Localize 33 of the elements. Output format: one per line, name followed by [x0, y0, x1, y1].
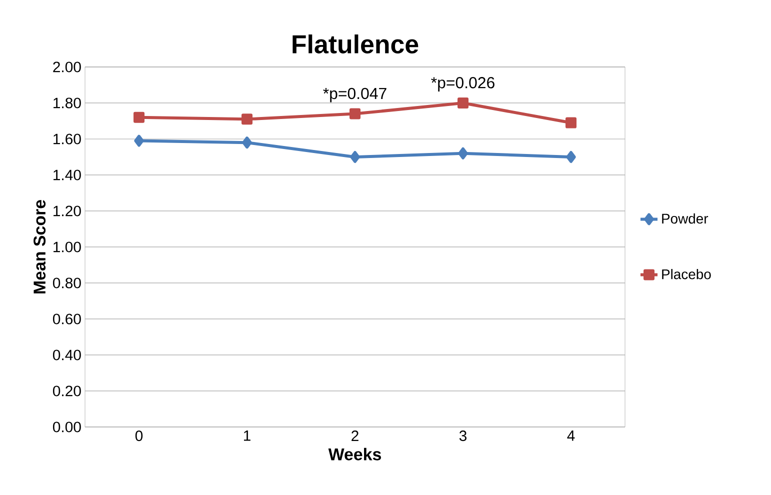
y-tick-label: 1.80: [54, 98, 81, 108]
point: [350, 150, 360, 163]
y-tick-label: 1.00: [54, 242, 81, 252]
x-tick-label: 1: [244, 430, 250, 441]
x-tick-label: 4: [567, 430, 575, 441]
y-axis-title: Mean Score: [34, 200, 46, 294]
y-tick-label: 1.20: [54, 206, 81, 216]
point: [566, 150, 576, 163]
y-tick-label: 0.20: [52, 386, 81, 396]
chart-title: Flatulence: [292, 34, 418, 54]
point: [134, 112, 145, 123]
x-tick-label: 2: [352, 430, 358, 441]
annotation: *p=0.047: [323, 88, 386, 102]
point: [458, 97, 469, 108]
y-tick-label: 2.00: [53, 62, 81, 72]
point: [458, 147, 468, 160]
y-tick-label: 1.60: [54, 134, 81, 144]
point: [134, 134, 144, 147]
y-tick-label: 0.80: [52, 278, 81, 288]
y-tick-label: 0.60: [52, 314, 81, 324]
point: [242, 136, 252, 149]
x-axis-title: Weeks: [328, 448, 381, 460]
point: [566, 117, 577, 128]
x-tick-label: 3: [459, 430, 467, 442]
x-tick-label: 0: [135, 430, 143, 442]
point: [242, 114, 253, 125]
legend-label: Powder: [662, 213, 708, 224]
y-tick-label: 0.00: [52, 422, 81, 432]
y-tick-label: 1.40: [54, 170, 81, 180]
y-tick-label: 0.40: [52, 350, 81, 360]
legend-label: Placebo: [662, 268, 711, 280]
annotation: *p=0.026: [431, 77, 494, 92]
point: [350, 108, 361, 120]
